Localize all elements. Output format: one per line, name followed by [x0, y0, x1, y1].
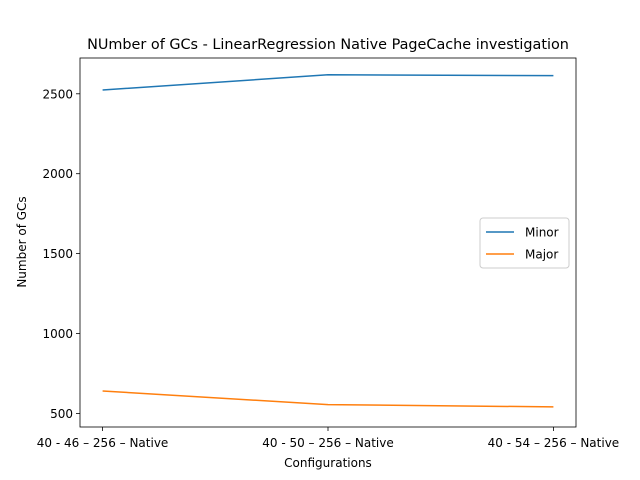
plot-lines [102, 74, 554, 408]
y-tick-label: 1500 [42, 247, 73, 261]
x-tick-label: 40 - 54 – 256 – Native [488, 436, 620, 450]
legend-box [479, 217, 570, 269]
x-tick-label: 40 - 46 – 256 – Native [37, 436, 169, 450]
y-tick-label: 2500 [42, 87, 73, 101]
y-axis-label: Number of GCs [15, 196, 29, 287]
x-tick-label: 40 - 50 – 256 – Native [262, 436, 394, 450]
chart-title: NUmber of GCs - LinearRegression Native … [87, 37, 569, 53]
y-tick-label: 1000 [42, 327, 73, 341]
series-line-major [102, 390, 554, 408]
legend: Minor Major [479, 217, 570, 269]
legend-label-major: Major [525, 248, 558, 262]
y-tick-label: 500 [50, 407, 73, 421]
series-line-minor [102, 74, 554, 91]
x-axis-ticks: 40 - 46 – 256 – Native 40 - 50 – 256 – Na… [37, 427, 619, 450]
x-axis-label: Configurations [284, 456, 372, 470]
legend-label-minor: Minor [525, 226, 559, 240]
y-tick-label: 2000 [42, 167, 73, 181]
y-axis-ticks: 500 1000 1500 2000 2500 [42, 87, 80, 421]
